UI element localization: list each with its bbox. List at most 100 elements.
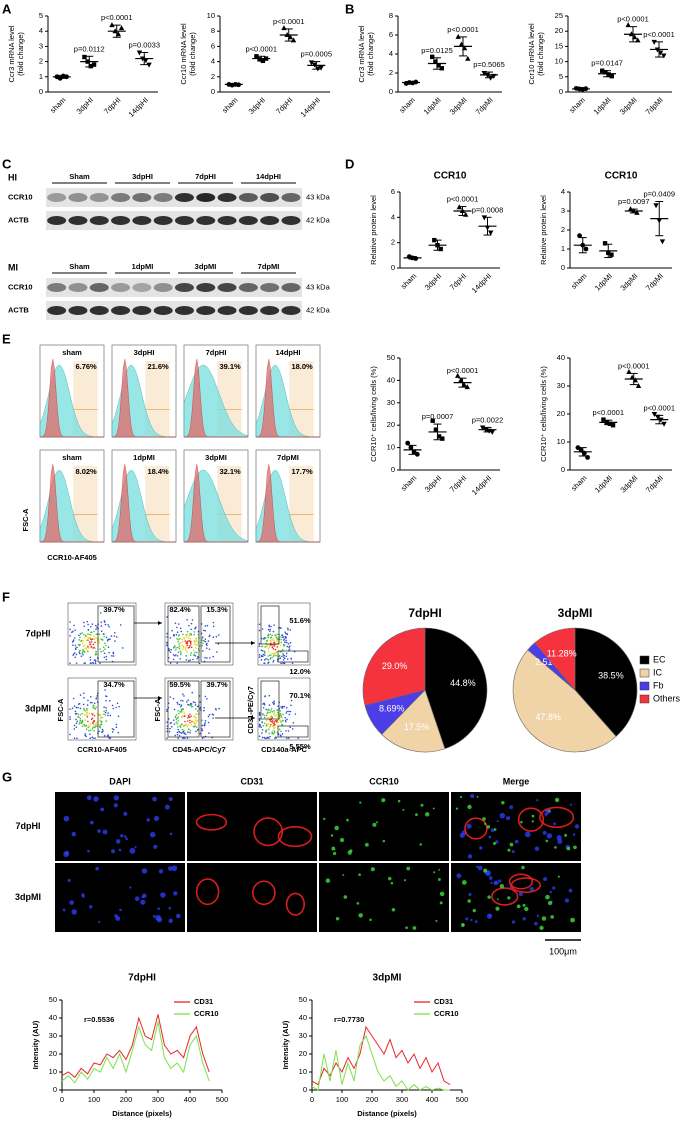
blot-size-label: 42 kDa xyxy=(306,215,331,224)
histogram-label: 7dpMI xyxy=(277,453,299,462)
event-dot xyxy=(264,722,266,725)
p-value: p<0.0001 xyxy=(644,403,676,412)
event-dot xyxy=(260,726,262,728)
event-dot xyxy=(79,633,82,635)
event-dot xyxy=(290,704,292,707)
signal xyxy=(437,878,441,881)
event-dot xyxy=(176,662,179,664)
y-tick-label: 20 xyxy=(387,420,395,429)
signal xyxy=(536,914,540,918)
event-dot xyxy=(271,720,274,722)
event-dot xyxy=(105,699,107,702)
event-dot xyxy=(100,621,103,624)
gate-percent: 59.5% xyxy=(169,680,191,689)
event-dot xyxy=(267,636,269,639)
signal xyxy=(506,816,511,821)
event-dot xyxy=(272,637,275,640)
signal xyxy=(111,849,116,854)
event-dot xyxy=(177,720,180,722)
gate-percent: 34.7% xyxy=(103,680,125,689)
event-dot xyxy=(176,731,179,734)
event-dot xyxy=(275,714,278,717)
signal xyxy=(516,904,521,909)
event-dot xyxy=(284,716,287,719)
event-dot xyxy=(105,709,108,712)
event-dot xyxy=(202,642,204,645)
event-dot xyxy=(179,726,182,728)
event-dot xyxy=(208,635,211,638)
signal xyxy=(382,839,386,843)
event-dot xyxy=(261,728,264,731)
event-dot xyxy=(195,637,197,640)
annotation: r=0.5536 xyxy=(84,1015,114,1024)
event-dot xyxy=(273,624,275,626)
event-dot xyxy=(279,651,282,653)
x-tick-label: 1dpMI xyxy=(593,473,614,494)
x-tick-label: 14dpHI xyxy=(299,95,322,118)
p-value: p=0.0097 xyxy=(618,197,650,206)
event-dot xyxy=(92,712,94,715)
event-dot xyxy=(75,726,78,729)
event-dot xyxy=(262,653,265,656)
data-point xyxy=(455,33,461,39)
x-tick-label: 3dpMI xyxy=(618,271,639,292)
signal xyxy=(501,801,505,805)
event-dot xyxy=(107,712,109,714)
x-tick-label: 0 xyxy=(60,1095,64,1104)
event-dot xyxy=(186,737,189,739)
event-dot xyxy=(74,712,77,715)
event-dot xyxy=(94,662,97,664)
event-dot xyxy=(276,633,279,635)
event-dot xyxy=(175,654,177,656)
blot-band xyxy=(132,193,152,202)
event-dot xyxy=(79,714,82,716)
signal xyxy=(134,896,140,902)
event-dot xyxy=(285,655,288,658)
event-dot xyxy=(179,641,182,644)
event-dot xyxy=(285,730,287,732)
event-dot xyxy=(284,719,287,722)
signal xyxy=(570,917,575,923)
signal xyxy=(153,844,158,850)
event-dot xyxy=(266,737,268,739)
event-dot xyxy=(205,644,208,647)
event-dot xyxy=(201,728,203,730)
event-dot xyxy=(285,641,288,644)
blot-band xyxy=(260,306,280,315)
event-dot xyxy=(272,732,275,735)
event-dot xyxy=(69,662,71,664)
event-dot xyxy=(73,728,76,730)
event-dot xyxy=(282,656,285,659)
event-dot xyxy=(283,657,286,660)
signal xyxy=(509,805,514,810)
signal xyxy=(484,822,487,825)
event-dot xyxy=(182,648,184,650)
histogram-label: 3dpMI xyxy=(205,453,227,462)
event-dot xyxy=(284,635,287,638)
data-point xyxy=(609,73,614,79)
gate xyxy=(277,725,309,738)
event-dot xyxy=(191,691,194,694)
event-dot xyxy=(269,720,272,722)
event-dot xyxy=(76,646,78,649)
event-dot xyxy=(273,721,276,723)
event-dot xyxy=(166,616,168,618)
event-dot xyxy=(212,717,214,719)
signal xyxy=(115,839,121,844)
event-dot xyxy=(78,634,80,637)
event-dot xyxy=(192,725,195,728)
event-dot xyxy=(112,707,115,710)
data-point xyxy=(318,65,324,71)
y-axis-label: CCR10⁺ cells/living cells (%) xyxy=(369,366,378,462)
event-dot xyxy=(103,710,105,713)
event-dot xyxy=(280,706,282,708)
event-dot xyxy=(72,697,75,700)
event-dot xyxy=(73,724,76,727)
blot-band xyxy=(153,283,173,292)
event-dot xyxy=(86,711,88,713)
event-dot xyxy=(274,648,277,651)
x-tick-label: 400 xyxy=(184,1095,197,1104)
event-dot xyxy=(260,659,263,661)
event-dot xyxy=(282,705,284,708)
event-dot xyxy=(267,658,269,661)
